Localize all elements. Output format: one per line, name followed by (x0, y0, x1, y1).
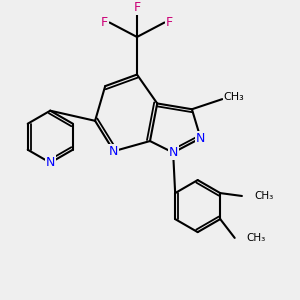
Text: CH₃: CH₃ (254, 191, 273, 201)
Text: N: N (109, 145, 119, 158)
Text: F: F (166, 16, 173, 29)
Text: F: F (101, 16, 108, 29)
Text: N: N (46, 156, 55, 169)
Text: N: N (168, 146, 178, 159)
Text: CH₃: CH₃ (224, 92, 244, 102)
Text: F: F (134, 1, 141, 14)
Text: CH₃: CH₃ (247, 233, 266, 243)
Text: N: N (196, 132, 205, 145)
